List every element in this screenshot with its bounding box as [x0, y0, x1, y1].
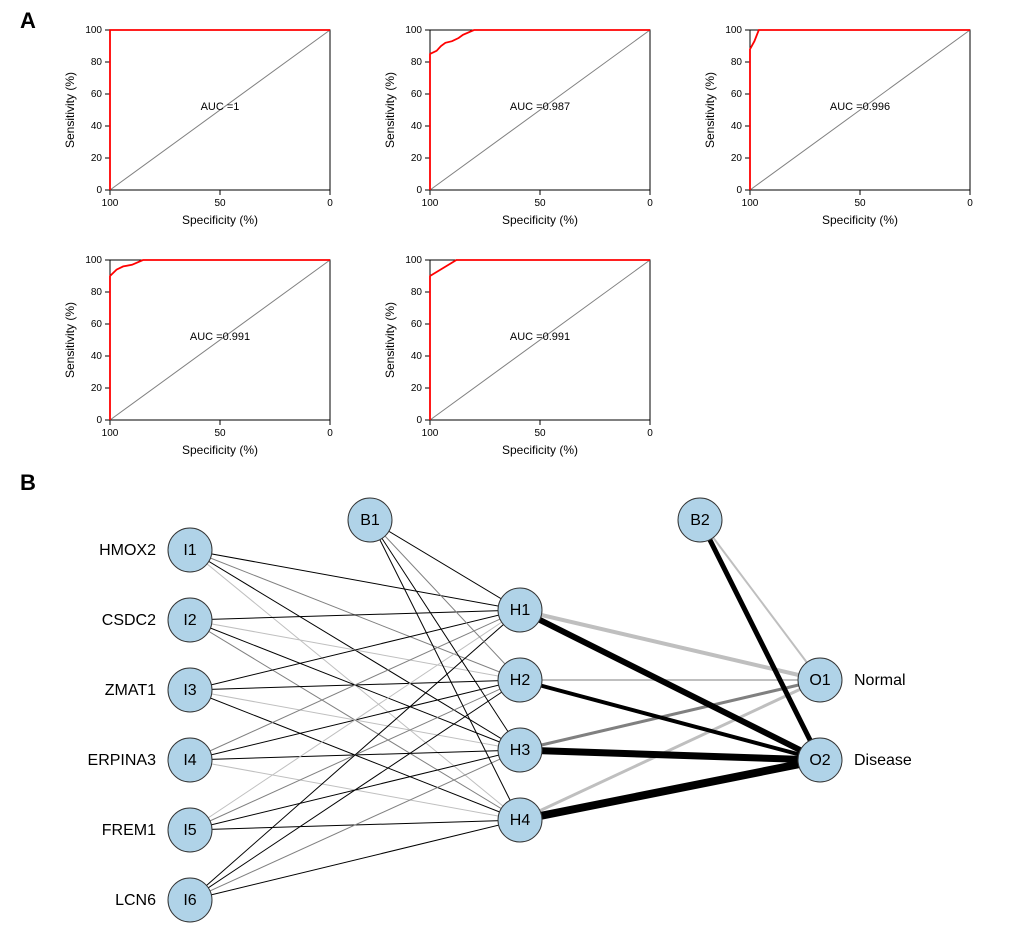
svg-text:50: 50 [854, 198, 866, 209]
label-I3: ZMAT1 [105, 682, 156, 699]
panel-b-label: B [20, 470, 36, 496]
svg-text:40: 40 [411, 121, 423, 132]
svg-text:100: 100 [405, 255, 422, 266]
svg-text:50: 50 [534, 198, 546, 209]
svg-text:0: 0 [96, 185, 102, 196]
svg-text:60: 60 [731, 89, 743, 100]
network-svg: I1 I2 I3 I4 I5 I6 B1 B2 H1 H2 H3 H4 O1 O2 HMOX2 CSDC2 ZM… [40, 480, 980, 930]
svg-text:0: 0 [416, 185, 422, 196]
svg-text:Sensitivity (%): Sensitivity (%) [383, 302, 397, 378]
label-O1: Normal [854, 672, 906, 689]
svg-text:0: 0 [647, 198, 653, 209]
svg-text:80: 80 [731, 57, 743, 68]
svg-text:60: 60 [91, 89, 103, 100]
auc-label: AUC =0.991 [190, 331, 250, 343]
svg-text:20: 20 [91, 383, 103, 394]
svg-text:H2: H2 [510, 672, 531, 689]
svg-text:Specificity (%): Specificity (%) [182, 213, 258, 227]
svg-text:Specificity (%): Specificity (%) [502, 443, 578, 457]
svg-text:O1: O1 [809, 672, 830, 689]
svg-text:60: 60 [411, 89, 423, 100]
svg-text:100: 100 [102, 198, 119, 209]
svg-text:I4: I4 [183, 752, 196, 769]
svg-text:Specificity (%): Specificity (%) [822, 213, 898, 227]
svg-text:60: 60 [91, 319, 103, 330]
svg-text:0: 0 [967, 198, 973, 209]
svg-text:100: 100 [85, 255, 102, 266]
svg-text:80: 80 [91, 57, 103, 68]
roc-grid: 100 50 0 0 20 40 60 80 100 AUC =1 Specificity (%) S… [60, 20, 980, 460]
svg-text:0: 0 [96, 415, 102, 426]
svg-text:100: 100 [405, 25, 422, 36]
label-I1: HMOX2 [99, 542, 156, 559]
svg-text:100: 100 [102, 428, 119, 439]
svg-text:0: 0 [647, 428, 653, 439]
svg-text:I6: I6 [183, 892, 196, 909]
auc-label: AUC =0.996 [830, 101, 890, 113]
svg-text:O2: O2 [809, 752, 830, 769]
roc-panel-1: 100 50 0 0 20 40 60 80 100 AUC =1 Specificity (%) S… [60, 20, 340, 230]
svg-text:40: 40 [731, 121, 743, 132]
svg-text:100: 100 [742, 198, 759, 209]
svg-text:50: 50 [534, 428, 546, 439]
label-I4: ERPINA3 [88, 752, 157, 769]
svg-text:20: 20 [91, 153, 103, 164]
svg-text:40: 40 [91, 351, 103, 362]
svg-text:0: 0 [327, 198, 333, 209]
auc-label: AUC =0.987 [510, 101, 570, 113]
network-panel: I1 I2 I3 I4 I5 I6 B1 B2 H1 H2 H3 H4 O1 O2 HMOX2 CSDC2 ZM… [40, 480, 980, 930]
svg-text:100: 100 [85, 25, 102, 36]
svg-text:100: 100 [422, 428, 439, 439]
roc-panel-3: 100 50 0 0 20 40 60 80 100 AUC =0.996 Specificity … [700, 20, 980, 230]
svg-text:Sensitivity (%): Sensitivity (%) [63, 72, 77, 148]
svg-text:B2: B2 [690, 512, 710, 529]
svg-text:I2: I2 [183, 612, 196, 629]
svg-text:Sensitivity (%): Sensitivity (%) [383, 72, 397, 148]
svg-text:20: 20 [411, 153, 423, 164]
auc-label: AUC =1 [201, 101, 240, 113]
svg-text:B1: B1 [360, 512, 380, 529]
svg-text:50: 50 [214, 428, 226, 439]
svg-text:Sensitivity (%): Sensitivity (%) [703, 72, 717, 148]
svg-text:60: 60 [411, 319, 423, 330]
label-I5: FREM1 [102, 822, 156, 839]
roc-panel-4: 100 50 0 0 20 40 60 80 100 AUC =0.991 Specificity … [60, 250, 340, 460]
svg-text:50: 50 [214, 198, 226, 209]
svg-text:H1: H1 [510, 602, 531, 619]
svg-text:I3: I3 [183, 682, 196, 699]
svg-text:Sensitivity (%): Sensitivity (%) [63, 302, 77, 378]
label-I6: LCN6 [115, 892, 156, 909]
panel-a-label: A [20, 8, 36, 34]
svg-text:40: 40 [411, 351, 423, 362]
svg-text:0: 0 [327, 428, 333, 439]
svg-text:0: 0 [416, 415, 422, 426]
svg-text:80: 80 [411, 287, 423, 298]
svg-text:40: 40 [91, 121, 103, 132]
svg-text:H4: H4 [510, 812, 531, 829]
roc-panel-5: 100 50 0 0 20 40 60 80 100 AUC =0.991 Specificity … [380, 250, 660, 460]
svg-text:Specificity (%): Specificity (%) [182, 443, 258, 457]
svg-text:80: 80 [91, 287, 103, 298]
svg-text:80: 80 [411, 57, 423, 68]
svg-text:H3: H3 [510, 742, 531, 759]
svg-text:100: 100 [725, 25, 742, 36]
svg-text:I1: I1 [183, 542, 196, 559]
svg-text:20: 20 [411, 383, 423, 394]
label-I2: CSDC2 [102, 612, 156, 629]
svg-text:Specificity (%): Specificity (%) [502, 213, 578, 227]
svg-text:20: 20 [731, 153, 743, 164]
auc-label: AUC =0.991 [510, 331, 570, 343]
svg-text:100: 100 [422, 198, 439, 209]
figure: A 100 50 0 0 20 40 60 80 100 AUC =1 Specificity (%… [0, 0, 1020, 948]
svg-text:0: 0 [736, 185, 742, 196]
svg-text:I5: I5 [183, 822, 196, 839]
label-O2: Disease [854, 752, 912, 769]
roc-panel-2: 100 50 0 0 20 40 60 80 100 AUC =0.987 Specificity … [380, 20, 660, 230]
